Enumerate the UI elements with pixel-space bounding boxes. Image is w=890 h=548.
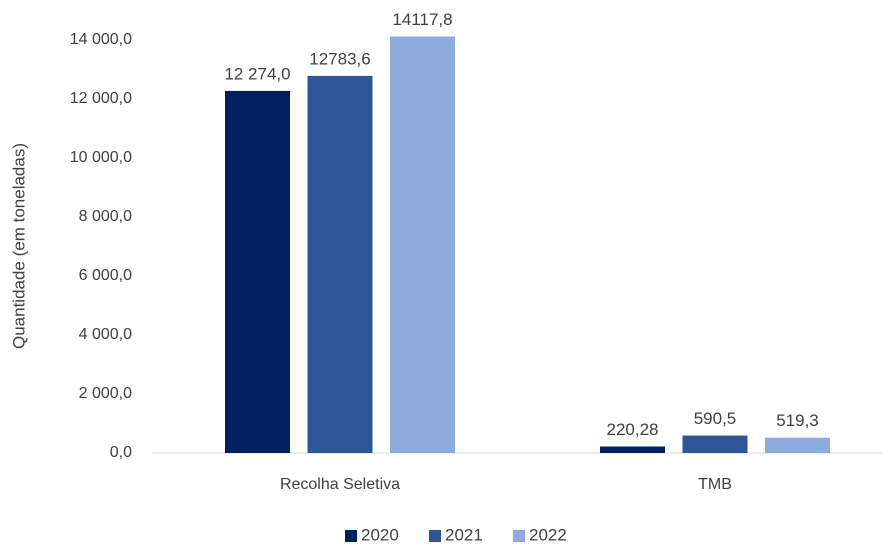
value-label: 590,5 xyxy=(694,409,737,428)
value-label: 12 274,0 xyxy=(224,64,290,83)
legend-swatch xyxy=(345,530,357,542)
legend-label: 2022 xyxy=(529,525,567,544)
bar xyxy=(307,75,373,454)
bar xyxy=(600,446,665,453)
y-axis-title: Quantidade (em toneladas) xyxy=(9,143,28,349)
y-tick-label: 0,0 xyxy=(110,444,132,461)
legend-label: 2020 xyxy=(361,525,399,544)
bar xyxy=(390,36,455,453)
legend-swatch xyxy=(513,530,525,542)
y-tick-label: 2 000,0 xyxy=(79,385,132,402)
bar xyxy=(765,437,830,453)
y-tick-label: 14 000,0 xyxy=(70,31,132,48)
x-tick-label: Recolha Seletiva xyxy=(280,476,400,493)
value-label: 12783,6 xyxy=(309,49,370,68)
y-tick-label: 12 000,0 xyxy=(70,90,132,107)
y-tick-label: 4 000,0 xyxy=(79,326,132,343)
y-tick-label: 10 000,0 xyxy=(70,149,132,166)
value-label: 220,28 xyxy=(607,420,659,439)
value-label: 14117,8 xyxy=(392,10,452,29)
legend-label: 2021 xyxy=(445,525,483,544)
bar xyxy=(682,435,748,453)
bar xyxy=(225,90,290,454)
value-label: 519,3 xyxy=(776,411,819,430)
x-tick-label: TMB xyxy=(698,476,732,493)
legend-swatch xyxy=(429,530,441,542)
y-tick-label: 6 000,0 xyxy=(79,267,132,284)
y-tick-label: 8 000,0 xyxy=(79,208,132,225)
